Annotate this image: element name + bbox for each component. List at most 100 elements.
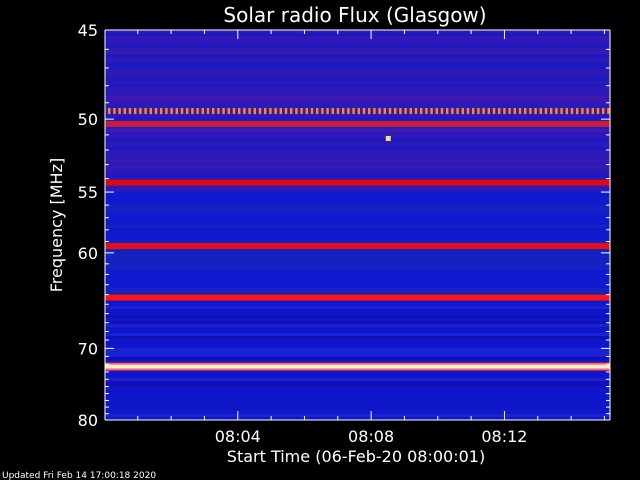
texture-row bbox=[105, 153, 610, 156]
spectrogram-texture bbox=[105, 30, 610, 420]
y-tick-label: 50 bbox=[78, 110, 98, 129]
band-dot bbox=[498, 108, 501, 115]
texture-row bbox=[105, 147, 610, 150]
band-dot bbox=[399, 108, 402, 115]
band-dot bbox=[243, 108, 246, 115]
emission-band bbox=[105, 243, 610, 250]
band-dot bbox=[123, 108, 126, 115]
texture-row bbox=[105, 162, 610, 165]
texture-row bbox=[105, 189, 610, 192]
texture-row bbox=[105, 117, 610, 120]
texture-row bbox=[105, 168, 610, 171]
texture-row bbox=[105, 267, 610, 270]
texture-row bbox=[105, 327, 610, 330]
texture-row bbox=[105, 240, 610, 243]
texture-row bbox=[105, 309, 610, 312]
band-dot bbox=[165, 108, 168, 115]
x-axis-label: Start Time (06-Feb-20 08:00:01) bbox=[227, 447, 485, 466]
texture-row bbox=[105, 132, 610, 135]
texture-row bbox=[105, 90, 610, 93]
band-dot bbox=[420, 108, 423, 115]
band-dot bbox=[232, 108, 236, 115]
texture-row bbox=[105, 411, 610, 414]
plot-area bbox=[105, 30, 610, 420]
texture-row bbox=[105, 336, 610, 339]
band-dot bbox=[331, 108, 334, 115]
texture-row bbox=[105, 342, 610, 345]
band-dot bbox=[139, 108, 142, 115]
texture-row bbox=[105, 111, 610, 114]
texture-row bbox=[105, 171, 610, 174]
texture-row bbox=[105, 393, 610, 396]
band-dot bbox=[503, 108, 506, 115]
band-dot bbox=[477, 108, 480, 115]
texture-row bbox=[105, 201, 610, 204]
band-dot bbox=[368, 108, 371, 115]
point-features bbox=[385, 135, 391, 141]
texture-row bbox=[105, 30, 610, 33]
y-tick-label: 70 bbox=[78, 339, 98, 358]
texture-row bbox=[105, 195, 610, 198]
texture-row bbox=[105, 66, 610, 69]
band-dot bbox=[352, 108, 355, 115]
band-dot bbox=[128, 108, 132, 115]
y-tick-label: 55 bbox=[78, 183, 98, 202]
texture-row bbox=[105, 81, 610, 84]
texture-row bbox=[105, 387, 610, 390]
band-dot bbox=[539, 108, 542, 115]
band-dot bbox=[596, 108, 600, 115]
band-dot bbox=[560, 108, 563, 115]
texture-row bbox=[105, 315, 610, 318]
texture-row bbox=[105, 270, 610, 273]
texture-row bbox=[105, 177, 610, 180]
band-dot bbox=[118, 108, 121, 115]
band-dot bbox=[383, 108, 386, 115]
texture-row bbox=[105, 348, 610, 351]
texture-row bbox=[105, 399, 610, 402]
texture-row bbox=[105, 300, 610, 303]
texture-row bbox=[105, 99, 610, 102]
band-dot bbox=[508, 108, 511, 115]
band-dot bbox=[357, 108, 360, 115]
texture-row bbox=[105, 144, 610, 147]
emission-band-core bbox=[105, 365, 610, 369]
updated-timestamp: Updated Fri Feb 14 17:00:18 2020 bbox=[2, 471, 156, 480]
band-dot bbox=[305, 108, 308, 115]
texture-row bbox=[105, 36, 610, 39]
band-dot bbox=[217, 108, 220, 115]
band-dot bbox=[550, 108, 553, 115]
texture-row bbox=[105, 84, 610, 87]
texture-row bbox=[105, 276, 610, 279]
texture-row bbox=[105, 345, 610, 348]
band-dot bbox=[472, 108, 475, 115]
band-dot bbox=[326, 108, 329, 115]
band-dot bbox=[430, 108, 433, 115]
band-dot bbox=[212, 108, 215, 115]
band-dot bbox=[414, 108, 418, 115]
texture-row bbox=[105, 357, 610, 360]
band-dot bbox=[425, 108, 428, 115]
band-dot bbox=[238, 108, 241, 115]
texture-row bbox=[105, 291, 610, 294]
texture-row bbox=[105, 333, 610, 336]
band-dot bbox=[279, 108, 282, 115]
band-dot bbox=[409, 108, 412, 115]
texture-row bbox=[105, 78, 610, 81]
band-dot bbox=[284, 108, 288, 115]
band-dot bbox=[175, 108, 178, 115]
point-feature bbox=[385, 135, 391, 141]
y-tick-label: 80 bbox=[78, 411, 98, 430]
y-axis: 45 50 55 60 70 80 bbox=[78, 21, 611, 430]
texture-row bbox=[105, 306, 610, 309]
texture-row bbox=[105, 321, 610, 324]
band-dot bbox=[227, 108, 230, 115]
band-dot bbox=[201, 108, 204, 115]
texture-row bbox=[105, 285, 610, 288]
texture-row bbox=[105, 324, 610, 327]
band-dot bbox=[342, 108, 345, 115]
emission-band-dotted bbox=[108, 108, 610, 115]
texture-row bbox=[105, 372, 610, 375]
band-dot bbox=[456, 108, 459, 115]
band-dot bbox=[222, 108, 225, 115]
